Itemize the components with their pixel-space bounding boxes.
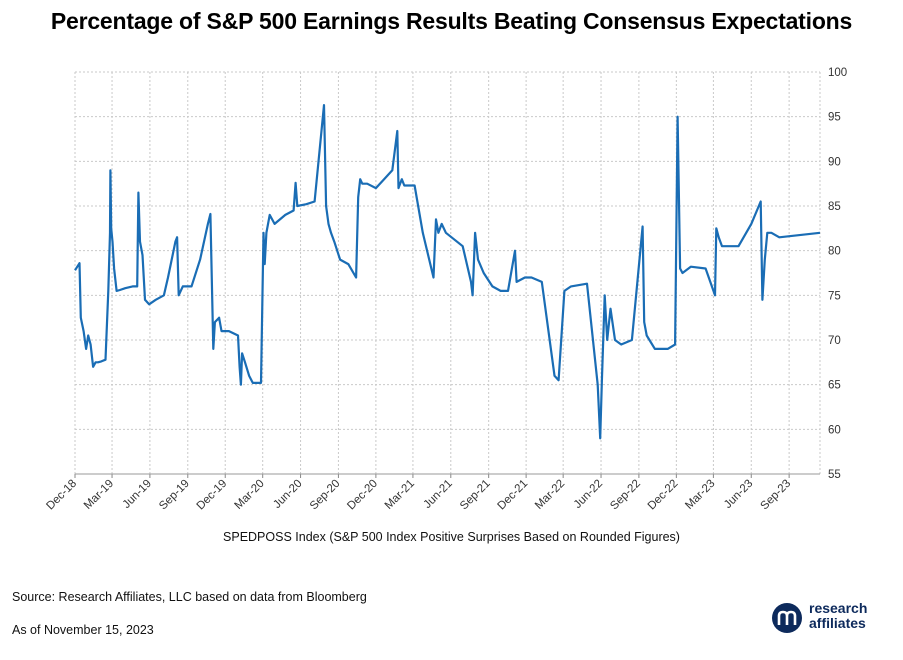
x-tick-label: Mar-19 xyxy=(82,478,116,512)
x-tick-label: Jun-21 xyxy=(422,478,455,511)
x-tick-label: Mar-22 xyxy=(533,478,567,512)
x-tick-label: Sep-19 xyxy=(157,478,192,513)
x-tick-label: Dec-18 xyxy=(44,478,79,513)
legend-entry: SPEDPOSS Index (S&P 500 Index Positive S… xyxy=(223,530,680,544)
y-tick-label: 70 xyxy=(828,335,841,347)
research-affiliates-logo: research affiliates xyxy=(772,601,892,635)
logo-line-2: affiliates xyxy=(809,615,866,631)
source-note: Source: Research Affiliates, LLC based o… xyxy=(12,590,367,604)
x-tick-label: Dec-19 xyxy=(195,478,230,513)
x-tick-label: Sep-23 xyxy=(759,478,794,513)
x-tick-label: Sep-22 xyxy=(608,478,643,513)
y-tick-label: 100 xyxy=(828,67,847,79)
x-tick-label: Dec-21 xyxy=(496,478,531,513)
x-tick-label: Mar-23 xyxy=(683,478,717,512)
x-tick-label: Sep-21 xyxy=(458,478,493,513)
x-tick-label: Mar-21 xyxy=(383,478,417,512)
x-tick-label: Dec-20 xyxy=(345,478,380,513)
y-tick-label: 60 xyxy=(828,424,841,436)
y-tick-label: 55 xyxy=(828,469,841,481)
series-line-0 xyxy=(74,103,821,440)
x-tick-label: Dec-22 xyxy=(646,478,681,513)
x-tick-label: Jun-23 xyxy=(722,478,755,511)
logo-wordmark: research affiliates xyxy=(809,601,867,631)
x-tick-label: Jun-19 xyxy=(121,478,154,511)
y-tick-label: 90 xyxy=(828,156,841,168)
x-tick-label: Jun-20 xyxy=(271,478,304,511)
x-tick-label: Mar-20 xyxy=(233,478,267,512)
x-tick-label: Sep-20 xyxy=(308,478,343,513)
logo-line-1: research xyxy=(809,600,868,616)
series-layer xyxy=(74,103,821,440)
y-tick-label: 80 xyxy=(828,246,841,258)
y-tick-label: 75 xyxy=(828,290,841,302)
chart-title: Percentage of S&P 500 Earnings Results B… xyxy=(50,8,853,34)
y-tick-label: 95 xyxy=(828,112,841,124)
y-tick-label: 65 xyxy=(828,380,841,392)
as-of-note: As of November 15, 2023 xyxy=(12,623,154,637)
x-tick-label: Jun-22 xyxy=(572,478,605,511)
axes xyxy=(74,473,820,478)
logo-mark-icon xyxy=(772,603,802,633)
y-tick-label: 85 xyxy=(828,201,841,213)
